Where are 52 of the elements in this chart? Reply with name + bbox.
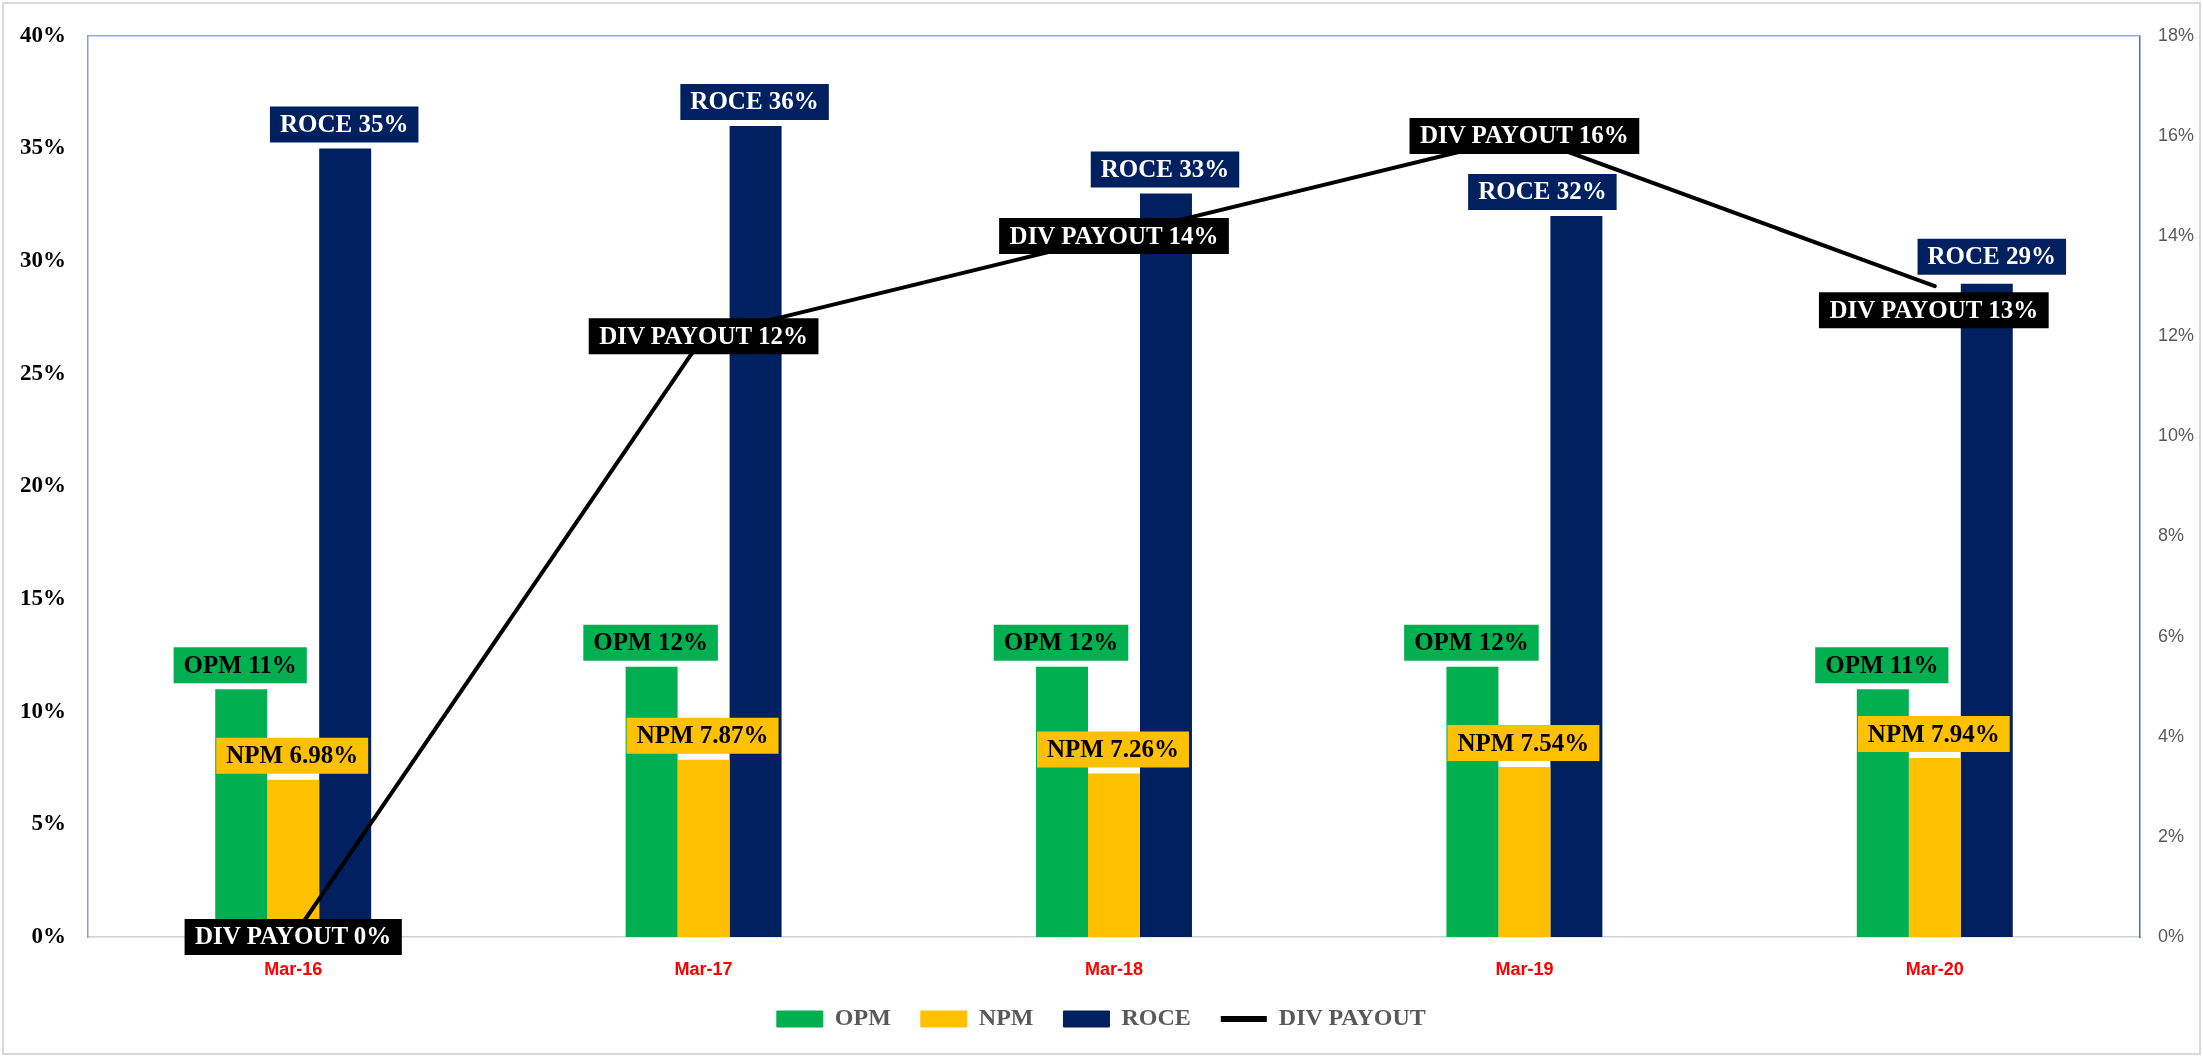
x-tick-label: Mar-16 xyxy=(264,958,323,979)
y2-tick-label: 12% xyxy=(2158,325,2195,346)
data-label: NPM 7.26% xyxy=(1047,734,1179,762)
data-label: DIV PAYOUT 12% xyxy=(599,321,809,349)
data-label: OPM 12% xyxy=(1414,628,1529,656)
y2-tick-label: 18% xyxy=(2158,24,2195,45)
data-label: OPM 11% xyxy=(183,650,297,678)
data-label: NPM 7.94% xyxy=(1867,719,2000,747)
data-label: OPM 12% xyxy=(1003,628,1119,656)
data-label: OPM 12% xyxy=(593,628,708,656)
data-label: ROCE 33% xyxy=(1100,154,1230,182)
bar xyxy=(1498,767,1551,937)
data-label: DIV PAYOUT 0% xyxy=(195,922,392,950)
y-tick-label: 40% xyxy=(20,21,66,47)
legend-label: OPM xyxy=(834,1004,891,1031)
y2-tick-label: 2% xyxy=(2158,825,2185,846)
data-label: DIV PAYOUT 16% xyxy=(1419,121,1629,149)
y-tick-label: 25% xyxy=(20,359,66,385)
y-tick-label: 15% xyxy=(20,584,66,610)
data-label: DIV PAYOUT 13% xyxy=(1829,295,2039,323)
data-label: NPM 7.87% xyxy=(636,721,769,749)
data-label: ROCE 36% xyxy=(690,87,819,115)
x-tick-label: Mar-18 xyxy=(1084,958,1144,979)
y2-tick-label: 8% xyxy=(2158,525,2185,546)
y-tick-label: 0% xyxy=(31,922,66,948)
data-label: ROCE 35% xyxy=(279,109,409,137)
y2-tick-label: 16% xyxy=(2158,124,2195,145)
y2-tick-label: 6% xyxy=(2158,625,2185,646)
data-label: DIV PAYOUT 14% xyxy=(1009,221,1219,249)
y-tick-label: 10% xyxy=(20,697,66,723)
bar xyxy=(1088,773,1140,937)
y2-tick-label: 4% xyxy=(2158,725,2185,746)
y-tick-label: 35% xyxy=(20,134,66,160)
y-tick-label: 20% xyxy=(20,472,66,498)
legend-label: NPM xyxy=(978,1004,1034,1031)
legend-label: ROCE xyxy=(1121,1004,1191,1031)
y2-tick-label: 0% xyxy=(2158,925,2185,946)
x-tick-label: Mar-19 xyxy=(1495,958,1554,979)
data-label: ROCE 32% xyxy=(1478,177,1607,205)
x-tick-label: Mar-20 xyxy=(1905,958,1964,979)
bar xyxy=(677,759,730,937)
y-tick-label: 5% xyxy=(31,810,66,836)
y2-tick-label: 10% xyxy=(2158,425,2195,446)
bar xyxy=(1908,758,1961,937)
data-label: ROCE 29% xyxy=(1927,242,2057,270)
legend-label: DIV PAYOUT xyxy=(1278,1004,1426,1031)
y2-tick-label: 14% xyxy=(2158,225,2195,246)
data-label: OPM 11% xyxy=(1825,650,1939,678)
y-tick-label: 30% xyxy=(20,247,66,273)
data-label: NPM 6.98% xyxy=(226,741,359,769)
data-label: NPM 7.54% xyxy=(1457,728,1590,756)
x-tick-label: Mar-17 xyxy=(674,958,733,979)
